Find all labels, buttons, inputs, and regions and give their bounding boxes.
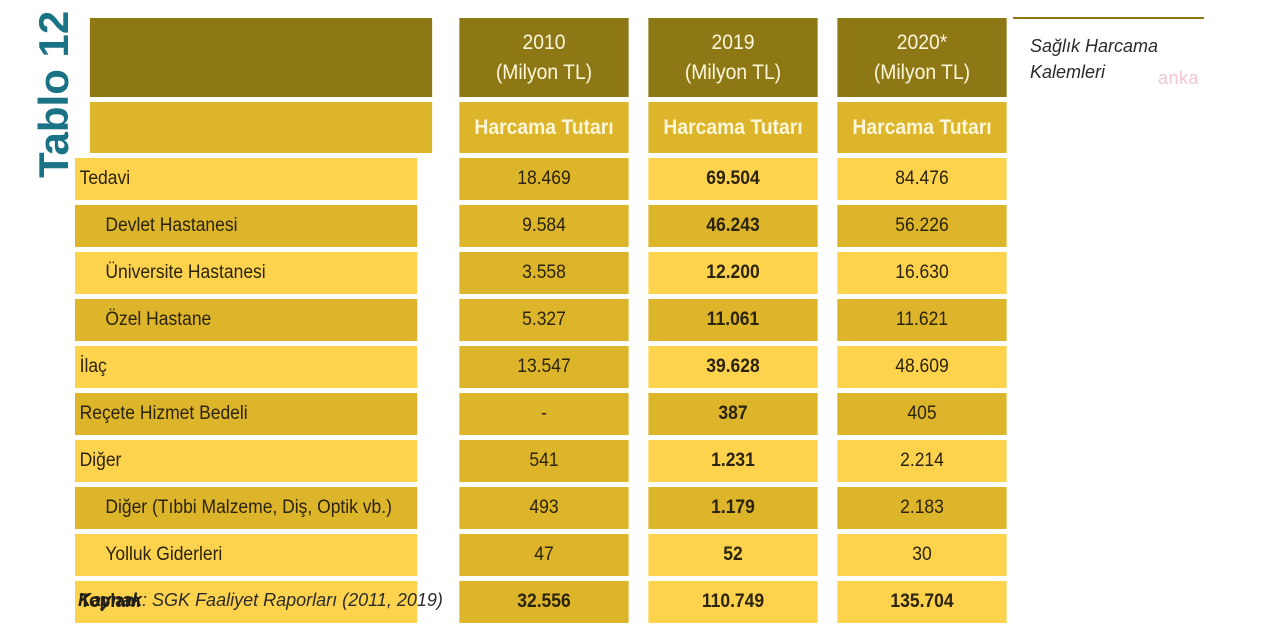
cell-value-2020: 2.183 [837, 487, 1007, 529]
cell-value-2010: 9.584 [459, 205, 629, 247]
cell-value-2010: 5.327 [459, 299, 629, 341]
subheader-amount-2020: Harcama Tutarı [837, 102, 1007, 153]
source-label: Kaynak [78, 590, 143, 610]
table-number-title: Tablo 12 [30, 10, 77, 178]
row-label: Üniversite Hastanesi [75, 252, 418, 294]
cell-value-2019: 387 [648, 393, 818, 435]
subheader-amount-2019: Harcama Tutarı [648, 102, 818, 153]
source-text: : SGK Faaliyet Raporları (2011, 2019) [142, 590, 443, 610]
cell-value-2020: 405 [837, 393, 1007, 435]
cell-value-2020: 135.704 [837, 581, 1007, 623]
row-label: Özel Hastane [75, 299, 418, 341]
subheader-corner [89, 102, 433, 153]
header-corner [89, 18, 433, 97]
cell-value-2020: 56.226 [837, 205, 1007, 247]
cell-value-2020: 30 [837, 534, 1007, 576]
column-unit: (Milyon TL) [684, 60, 782, 84]
row-label: Diğer (Tıbbi Malzeme, Diş, Optik vb.) [75, 487, 418, 529]
cell-value-2020: 2.214 [837, 440, 1007, 482]
cell-value-2019: 1.179 [648, 487, 818, 529]
cell-value-2019: 110.749 [648, 581, 818, 623]
row-label: İlaç [75, 346, 418, 388]
table-body: Tedavi 18.469 69.504 84.476 Devlet Hastanesi… [75, 158, 1014, 623]
cell-value-2019: 11.061 [648, 299, 818, 341]
column-unit: (Milyon TL) [873, 60, 971, 84]
cell-value-2019: 46.243 [648, 205, 818, 247]
cell-value-2010: 18.469 [459, 158, 629, 200]
row-label: Reçete Hizmet Bedeli [75, 393, 418, 435]
column-header-2020: 2020* (Milyon TL) [837, 18, 1007, 97]
health-expenditure-table: 2010 (Milyon TL) 2019 (Milyon TL) 2020* … [75, 18, 1014, 97]
cell-value-2020: 11.621 [837, 299, 1007, 341]
cell-value-2020: 84.476 [837, 158, 1007, 200]
cell-value-2010: 47 [459, 534, 629, 576]
column-header-2019: 2019 (Milyon TL) [648, 18, 818, 97]
caption-divider [1013, 17, 1204, 19]
cell-value-2020: 16.630 [837, 252, 1007, 294]
cell-value-2019: 39.628 [648, 346, 818, 388]
watermark-logo: anka [1158, 68, 1200, 88]
table-caption: Sağlık Harcama Kalemleri [1030, 36, 1159, 82]
cell-value-2019: 12.200 [648, 252, 818, 294]
column-year: 2019 [711, 30, 755, 54]
column-header-2010: 2010 (Milyon TL) [459, 18, 629, 97]
row-label: Yolluk Giderleri [75, 534, 418, 576]
cell-value-2019: 69.504 [648, 158, 818, 200]
cell-value-2010: - [459, 393, 629, 435]
cell-value-2019: 52 [648, 534, 818, 576]
cell-value-2019: 1.231 [648, 440, 818, 482]
row-label: Tedavi [75, 158, 418, 200]
row-label: Devlet Hastanesi [75, 205, 418, 247]
table-subheader-and-body: Harcama Tutarı Harcama Tutarı Harcama Tu… [75, 102, 1014, 153]
cell-value-2010: 32.556 [459, 581, 629, 623]
row-label: Toplam [75, 581, 418, 623]
column-year: 2010 [522, 30, 566, 54]
cell-value-2020: 48.609 [837, 346, 1007, 388]
cell-value-2010: 3.558 [459, 252, 629, 294]
row-label: Diğer [75, 440, 418, 482]
column-unit: (Milyon TL) [495, 60, 593, 84]
cell-value-2010: 541 [459, 440, 629, 482]
cell-value-2010: 493 [459, 487, 629, 529]
source-note: Kaynak: SGK Faaliyet Raporları (2011, 20… [78, 590, 443, 611]
column-year: 2020* [896, 30, 948, 54]
cell-value-2010: 13.547 [459, 346, 629, 388]
subheader-amount-2010: Harcama Tutarı [459, 102, 629, 153]
